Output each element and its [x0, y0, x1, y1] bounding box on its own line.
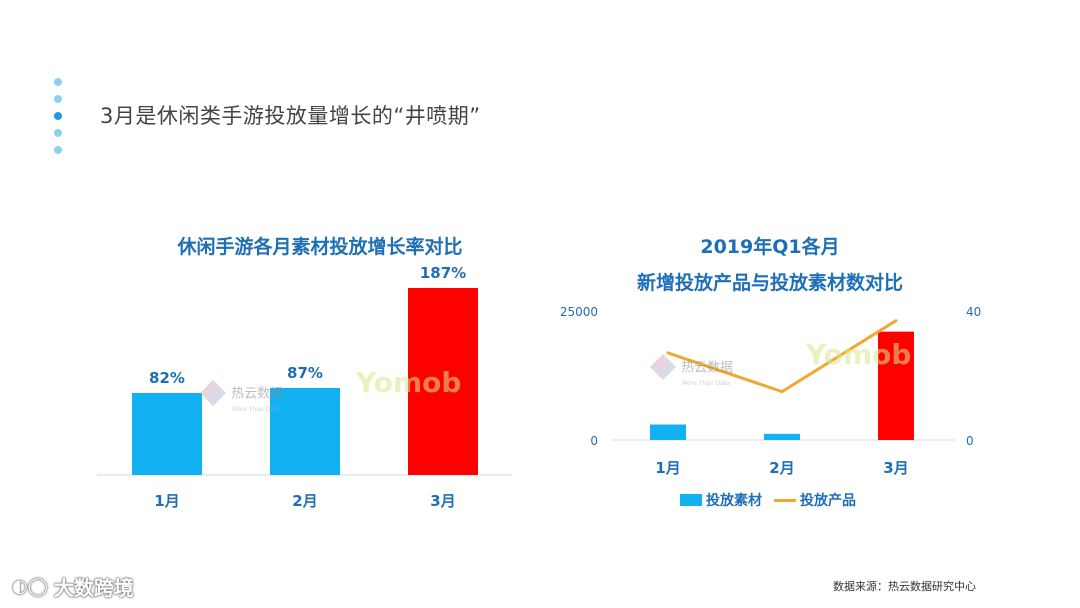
chart1-bar — [132, 393, 202, 475]
chart2-tick-label: 1月 — [655, 459, 680, 477]
dot — [54, 129, 62, 137]
chart2-line-point — [780, 390, 784, 394]
chart2-y-right-tick: 40 — [966, 305, 981, 319]
chart2-bar — [878, 331, 914, 440]
chart2-line — [667, 319, 897, 394]
dot — [54, 146, 62, 154]
legend-swatch-bar — [680, 494, 702, 506]
chart2-bar — [650, 424, 686, 440]
chart2-y-left-tick: 25000 — [560, 305, 598, 319]
chart2-tick-label: 2月 — [769, 459, 794, 477]
chart2-line-point — [894, 319, 898, 323]
legend-item-products: 投放产品 — [774, 490, 856, 510]
chart1-bar — [270, 388, 340, 475]
legend-label-materials: 投放素材 — [706, 493, 762, 509]
chart1-tick-label: 2月 — [292, 492, 317, 510]
chart1-data-label: 187% — [420, 264, 466, 282]
chart2-bar — [764, 433, 800, 440]
brand-logo: ◐◯ 大数跨境 — [12, 572, 134, 601]
chart2-y-right-tick: 0 — [966, 434, 974, 448]
dot — [54, 95, 62, 103]
dot — [54, 78, 62, 86]
decorative-dots — [54, 78, 64, 163]
legend-item-materials: 投放素材 — [680, 490, 762, 510]
chart2-title-line2: 新增投放产品与投放素材数对比 — [636, 272, 903, 294]
legend-swatch-line — [774, 498, 796, 502]
chart2-tick-label: 3月 — [883, 459, 908, 477]
chart1-data-label: 82% — [149, 369, 185, 387]
chart2-legend: 投放素材 投放产品 — [680, 490, 856, 510]
page-title: 3月是休闲类手游投放量增长的“井喷期” — [100, 104, 481, 128]
chart1-bar — [408, 288, 478, 475]
chart1-tick-label: 3月 — [430, 492, 455, 510]
chart1-tick-label: 1月 — [154, 492, 179, 510]
chart2-line-point — [666, 351, 670, 355]
brand-name: 大数跨境 — [53, 576, 134, 600]
chart2-y-left-tick: 0 — [590, 434, 598, 448]
legend-label-products: 投放产品 — [800, 493, 856, 509]
brand-mark-icon: ◐◯ — [12, 576, 48, 597]
chart1-data-label: 87% — [287, 364, 323, 382]
chart2-title-line1: 2019年Q1各月 — [700, 236, 840, 258]
data-source: 数据来源：热云数据研究中心 — [833, 580, 976, 593]
chart1-title: 休闲手游各月素材投放增长率对比 — [177, 236, 463, 258]
dot-active — [54, 112, 62, 120]
